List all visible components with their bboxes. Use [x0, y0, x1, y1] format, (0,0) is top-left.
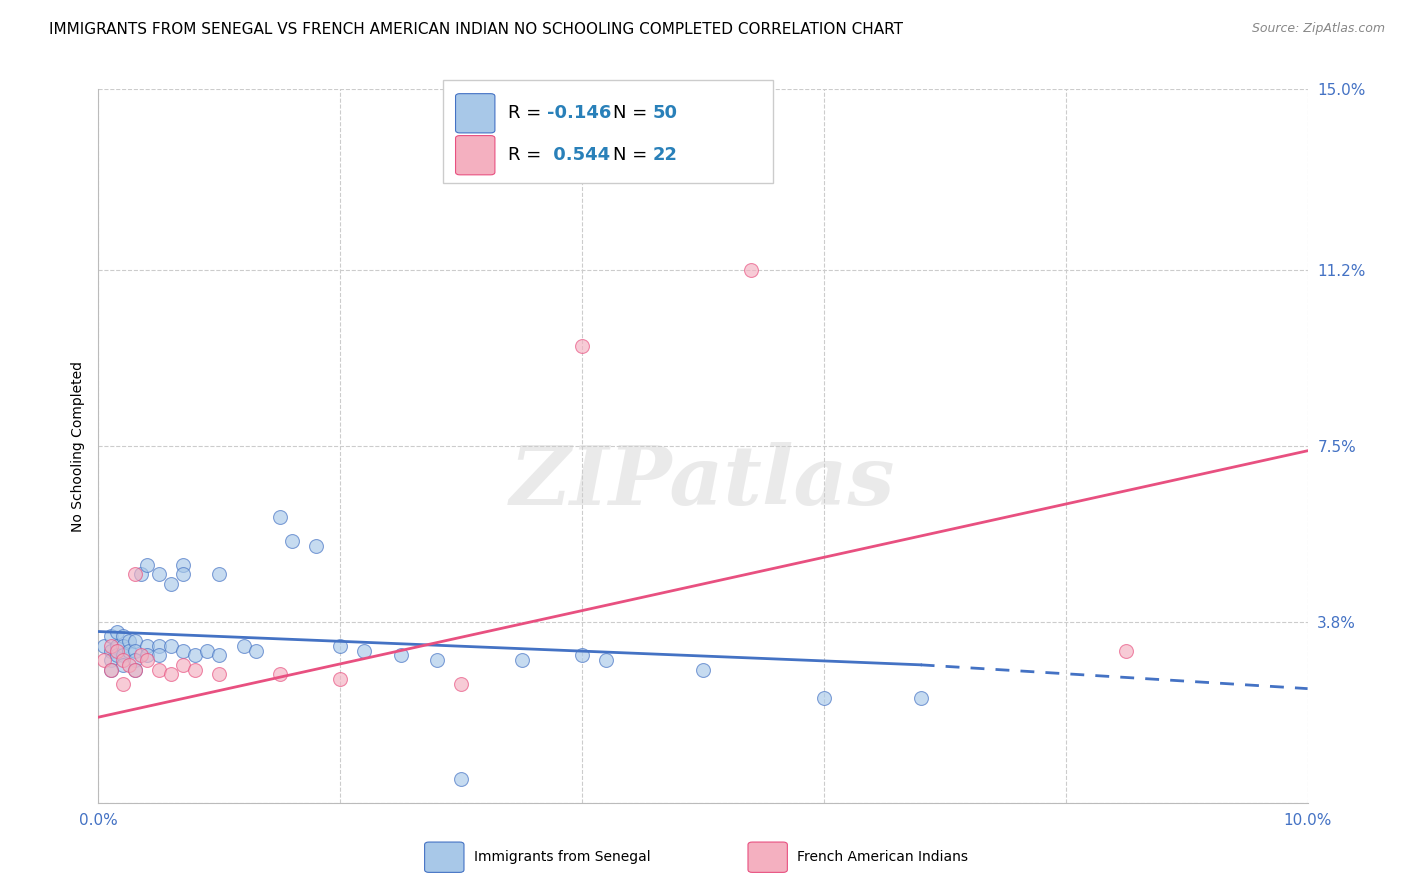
Text: N =: N =: [613, 146, 652, 164]
Point: [172, 643, 194, 657]
Text: Source: ZipAtlas.com: Source: ZipAtlas.com: [1251, 22, 1385, 36]
Text: IMMIGRANTS FROM SENEGAL VS FRENCH AMERICAN INDIAN NO SCHOOLING COMPLETED CORRELA: IMMIGRANTS FROM SENEGAL VS FRENCH AMERIC…: [49, 22, 903, 37]
Point: [111, 629, 134, 643]
Point: [160, 639, 183, 653]
Point: [813, 691, 835, 706]
Point: [129, 567, 152, 582]
Point: [571, 339, 593, 353]
Point: [111, 677, 134, 691]
Point: [353, 643, 375, 657]
Point: [111, 653, 134, 667]
Point: [269, 510, 291, 524]
Point: [329, 639, 352, 653]
Point: [129, 648, 152, 663]
Point: [135, 558, 157, 572]
Point: [100, 653, 122, 667]
Point: [148, 663, 170, 677]
Point: [118, 657, 141, 672]
Point: [124, 634, 146, 648]
Point: [426, 653, 449, 667]
Point: [111, 639, 134, 653]
Point: [692, 663, 714, 677]
Text: Immigrants from Senegal: Immigrants from Senegal: [474, 850, 651, 864]
Point: [105, 624, 128, 639]
Point: [172, 567, 194, 582]
Point: [208, 648, 231, 663]
Point: [100, 643, 122, 657]
Point: [184, 648, 207, 663]
Text: R =: R =: [508, 104, 547, 122]
Point: [105, 639, 128, 653]
Point: [135, 648, 157, 663]
Point: [111, 657, 134, 672]
Point: [100, 663, 122, 677]
Point: [389, 648, 412, 663]
Point: [135, 639, 157, 653]
Point: [172, 558, 194, 572]
Text: R =: R =: [508, 146, 547, 164]
Point: [595, 653, 617, 667]
Y-axis label: No Schooling Completed: No Schooling Completed: [70, 360, 84, 532]
Point: [208, 667, 231, 681]
Point: [124, 653, 146, 667]
Text: -0.146: -0.146: [547, 104, 612, 122]
Point: [100, 639, 122, 653]
Point: [172, 657, 194, 672]
Point: [910, 691, 932, 706]
Text: 22: 22: [652, 146, 678, 164]
Point: [93, 653, 115, 667]
Point: [148, 648, 170, 663]
Point: [124, 663, 146, 677]
Point: [450, 772, 472, 786]
Point: [571, 648, 593, 663]
Point: [281, 534, 304, 549]
Point: [124, 663, 146, 677]
Text: 0.544: 0.544: [547, 146, 610, 164]
Point: [245, 643, 267, 657]
Point: [118, 643, 141, 657]
Point: [184, 663, 207, 677]
Point: [195, 643, 218, 657]
Point: [1115, 643, 1137, 657]
Text: ZIPatlas: ZIPatlas: [510, 442, 896, 522]
Point: [450, 677, 472, 691]
Point: [232, 639, 254, 653]
Point: [305, 539, 328, 553]
Point: [105, 648, 128, 663]
Point: [124, 567, 146, 582]
Point: [111, 648, 134, 663]
Point: [148, 567, 170, 582]
Point: [160, 667, 183, 681]
Point: [329, 672, 352, 686]
Point: [208, 567, 231, 582]
Point: [135, 653, 157, 667]
Point: [105, 643, 128, 657]
Point: [269, 667, 291, 681]
Point: [124, 643, 146, 657]
Text: N =: N =: [613, 104, 652, 122]
Point: [100, 629, 122, 643]
Point: [160, 577, 183, 591]
Point: [118, 634, 141, 648]
Text: French American Indians: French American Indians: [797, 850, 969, 864]
Point: [510, 653, 533, 667]
Text: 50: 50: [652, 104, 678, 122]
Point: [148, 639, 170, 653]
Point: [100, 663, 122, 677]
Point: [93, 639, 115, 653]
Point: [740, 263, 762, 277]
